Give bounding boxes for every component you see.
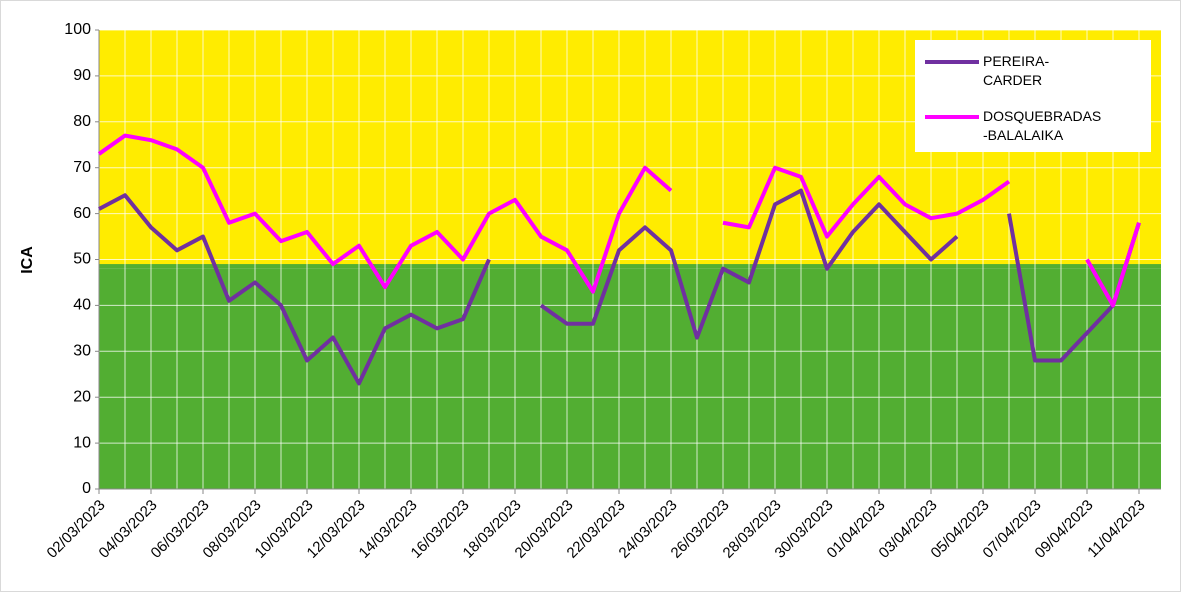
legend-box [915,40,1151,152]
series-line [97,133,1141,308]
y-tick-label: 30 [73,343,91,360]
y-tick-label: 40 [73,297,91,314]
legend-line: DOSQUEBRADAS [983,108,1101,124]
y-tick-label: 0 [82,480,91,497]
y-axis-label: ICA [19,246,36,274]
legend-label: DOSQUEBRADAS -BALALAIKA [983,108,1101,143]
y-tick-label: 100 [64,21,91,38]
legend-line: -BALALAIKA [983,127,1064,143]
y-tick-label: 60 [73,205,91,222]
y-tick-label: 80 [73,113,91,130]
y-tick-label: 10 [73,434,91,451]
y-tick-label: 50 [73,251,91,268]
y-tick-label: 90 [73,67,91,84]
band-blend [99,259,1161,269]
band [99,268,1161,489]
y-tick-label: 20 [73,388,91,405]
legend-label: PEREIRA- CARDER [983,53,1049,88]
y-tick-label: 70 [73,159,91,176]
legend-line: PEREIRA- [983,53,1049,69]
legend-line: CARDER [983,72,1042,88]
